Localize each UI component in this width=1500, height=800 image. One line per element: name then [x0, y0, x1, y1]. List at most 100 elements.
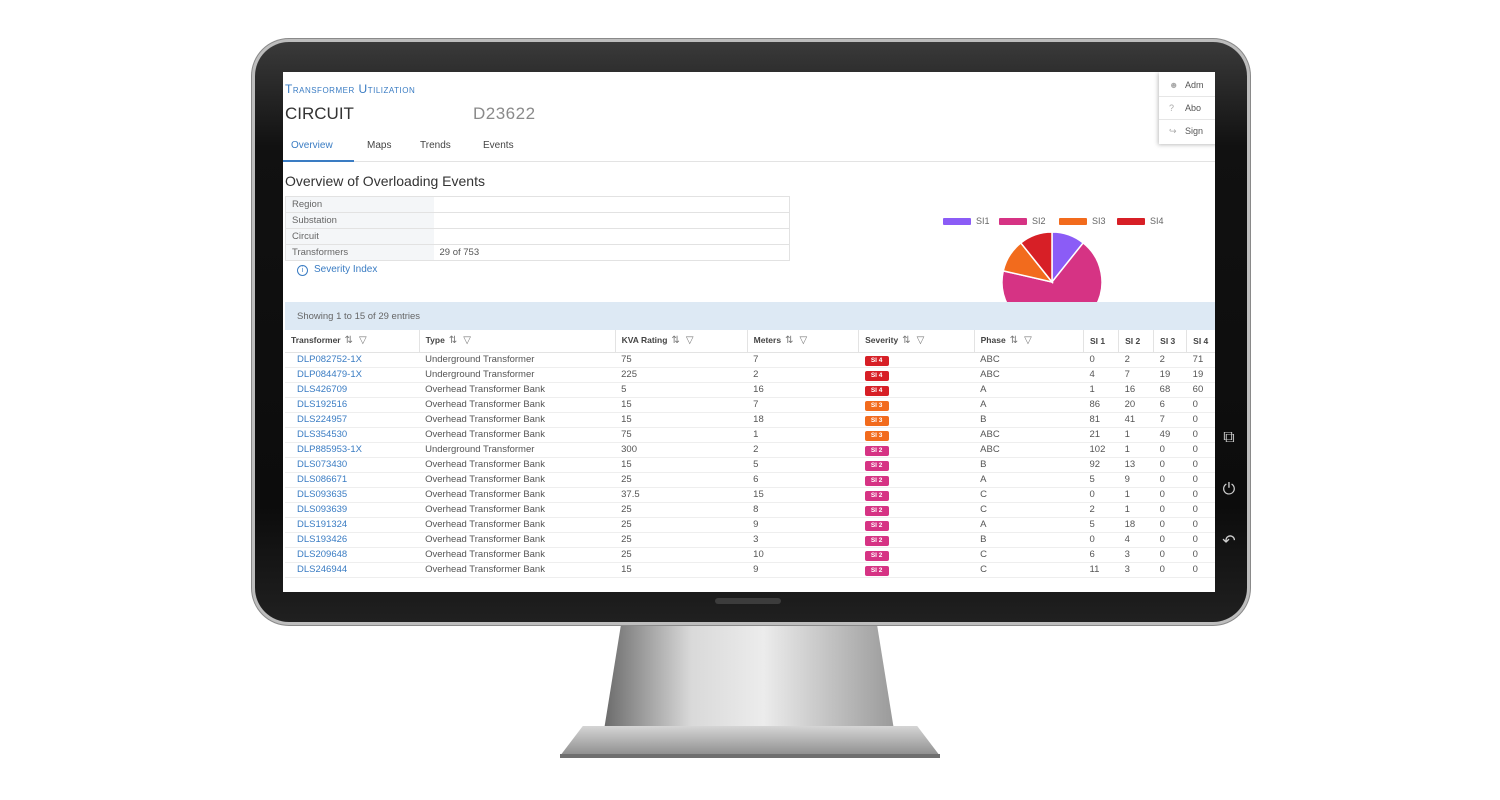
sort-icon[interactable]: ⇅	[1009, 335, 1019, 347]
transformer-link[interactable]: DLS093635	[285, 487, 420, 503]
table-cell: 0	[1186, 472, 1215, 488]
info-value: 29 of 753	[433, 244, 790, 261]
transformer-link[interactable]: DLP885953-1X	[285, 442, 420, 458]
table-cell: 1	[1118, 502, 1154, 518]
pie-slice-si4[interactable]	[1019, 232, 1053, 285]
sort-icon[interactable]: ⇅	[902, 335, 911, 347]
table-cell: 49	[1153, 427, 1187, 443]
table-cell: 21	[1083, 427, 1119, 443]
table-cell: 71	[1186, 352, 1215, 368]
transformer-link[interactable]: DLS354530	[285, 427, 420, 443]
transformer-link[interactable]: DLP082752-1X	[285, 352, 420, 368]
transformer-link[interactable]: DLS192516	[285, 397, 420, 413]
transformer-link[interactable]: DLS093639	[285, 502, 420, 518]
sort-icon[interactable]: ⇅	[344, 335, 353, 347]
table-cell: 6	[747, 472, 859, 488]
menu-item-admin[interactable]: ☻ Adm	[1169, 80, 1204, 90]
table-row[interactable]: DLS191324 Overhead Transformer Bank 25 9 SI …	[285, 517, 1215, 533]
column-header[interactable]: SI 4	[1186, 330, 1215, 353]
table-cell: 1	[747, 427, 859, 443]
column-header[interactable]: SI 2	[1118, 330, 1155, 353]
info-key: Region	[285, 196, 434, 213]
table-cell: 18	[747, 412, 859, 428]
tab-overview[interactable]: Overview	[291, 140, 333, 151]
transformer-link[interactable]: DLS224957	[285, 412, 420, 428]
transformer-link[interactable]: DLS193426	[285, 532, 420, 548]
sort-icon[interactable]: ⇅	[671, 335, 680, 347]
column-header[interactable]: Severity ⇅ ▽	[858, 330, 975, 353]
windows-icon[interactable]: ⧉	[1223, 429, 1235, 446]
filter-icon[interactable]: ▽	[916, 335, 925, 347]
table-cell: 8	[747, 502, 859, 518]
back-icon[interactable]: ↶	[1222, 533, 1236, 550]
transformer-link[interactable]: DLP084479-1X	[285, 367, 420, 383]
table-row[interactable]: DLS086671 Overhead Transformer Bank 25 6 SI …	[285, 472, 1215, 488]
user-icon: ☻	[1169, 80, 1179, 90]
column-header[interactable]: Transformer ⇅ ▽	[285, 330, 420, 353]
table-row[interactable]: DLS224957 Overhead Transformer Bank 15 18 SI…	[285, 412, 1215, 428]
severity-badge: SI 4	[864, 355, 889, 366]
table-cell: 0	[1153, 547, 1187, 563]
info-row: Substation	[285, 212, 790, 229]
column-header[interactable]: Phase ⇅ ▽	[974, 330, 1085, 353]
table-cell: 5	[1083, 517, 1119, 533]
tab-events[interactable]: Events	[483, 140, 514, 151]
transformer-link[interactable]: DLS426709	[285, 382, 420, 398]
sort-icon[interactable]: ⇅	[448, 335, 458, 347]
table-row[interactable]: DLP084479-1X Underground Transformer 225 2 S…	[285, 367, 1215, 383]
table-row[interactable]: DLS073430 Overhead Transformer Bank 15 5 SI …	[285, 457, 1215, 473]
table-row[interactable]: DLS354530 Overhead Transformer Bank 75 1 SI …	[285, 427, 1215, 443]
transformer-link[interactable]: DLS209648	[285, 547, 420, 563]
table-cell: SI 4	[858, 352, 975, 368]
circuit-label: CIRCUIT	[285, 104, 354, 123]
table-cell: 15	[615, 397, 748, 413]
app-screen: Transformer Utilization CIRCUIT D23622 O…	[283, 72, 1215, 592]
filter-icon[interactable]: ▽	[799, 335, 808, 347]
table-row[interactable]: DLS426709 Overhead Transformer Bank 5 16 SI …	[285, 382, 1215, 398]
column-header[interactable]: KVA Rating ⇅ ▽	[615, 330, 748, 353]
power-icon[interactable]: ⏻	[1222, 481, 1236, 498]
table-row[interactable]: DLS192516 Overhead Transformer Bank 15 7 SI …	[285, 397, 1215, 413]
tab-maps[interactable]: Maps	[367, 140, 392, 151]
table-row[interactable]: DLS209648 Overhead Transformer Bank 25 10 SI…	[285, 547, 1215, 563]
severity-index-link[interactable]: i Severity Index	[297, 264, 377, 276]
column-header[interactable]: Meters ⇅ ▽	[747, 330, 860, 353]
table-cell: Overhead Transformer Bank	[419, 547, 616, 563]
column-header[interactable]: SI 1	[1083, 330, 1120, 353]
menu-item-sign-out[interactable]: ↪ Sign	[1169, 126, 1204, 136]
filter-icon[interactable]: ▽	[1024, 335, 1032, 347]
legend-item[interactable]: SI1	[943, 216, 990, 226]
table-cell: C	[974, 487, 1084, 503]
transformer-link[interactable]: DLS086671	[285, 472, 420, 488]
transformer-link[interactable]: DLS073430	[285, 457, 420, 473]
menu-item-about[interactable]: ? Abo	[1169, 103, 1202, 113]
tab-trends[interactable]: Trends	[420, 140, 451, 151]
legend-swatch	[999, 218, 1027, 226]
filter-icon[interactable]: ▽	[463, 335, 471, 347]
column-header[interactable]: SI 3	[1153, 330, 1188, 353]
table-row[interactable]: DLS246944 Overhead Transformer Bank 15 9 SI …	[285, 562, 1215, 578]
sort-icon[interactable]: ⇅	[785, 335, 794, 347]
table-row[interactable]: DLS093635 Overhead Transformer Bank 37.5 15…	[285, 487, 1215, 503]
table-cell: 7	[1118, 367, 1154, 383]
table-cell: Overhead Transformer Bank	[419, 457, 616, 473]
legend-item[interactable]: SI2	[999, 216, 1046, 226]
column-header[interactable]: Type ⇅ ▽	[419, 330, 616, 353]
table-row[interactable]: DLP885953-1X Underground Transformer 300 2 S…	[285, 442, 1215, 458]
table-cell: 75	[615, 427, 748, 443]
table-cell: 1	[1118, 427, 1154, 443]
table-cell: 0	[1186, 562, 1215, 578]
filter-icon[interactable]: ▽	[359, 335, 367, 347]
table-row[interactable]: DLP082752-1X Underground Transformer 75 7 SI…	[285, 352, 1215, 368]
legend-item[interactable]: SI3	[1059, 216, 1106, 226]
table-cell: 0	[1186, 517, 1215, 533]
table-cell: 25	[615, 472, 748, 488]
filter-icon[interactable]: ▽	[685, 335, 694, 347]
table-row[interactable]: DLS093639 Overhead Transformer Bank 25 8 SI …	[285, 502, 1215, 518]
severity-badge: SI 3	[864, 430, 889, 441]
table-cell: Overhead Transformer Bank	[419, 562, 616, 578]
legend-item[interactable]: SI4	[1117, 216, 1164, 226]
transformer-link[interactable]: DLS191324	[285, 517, 420, 533]
transformer-link[interactable]: DLS246944	[285, 562, 420, 578]
table-row[interactable]: DLS193426 Overhead Transformer Bank 25 3 SI …	[285, 532, 1215, 548]
